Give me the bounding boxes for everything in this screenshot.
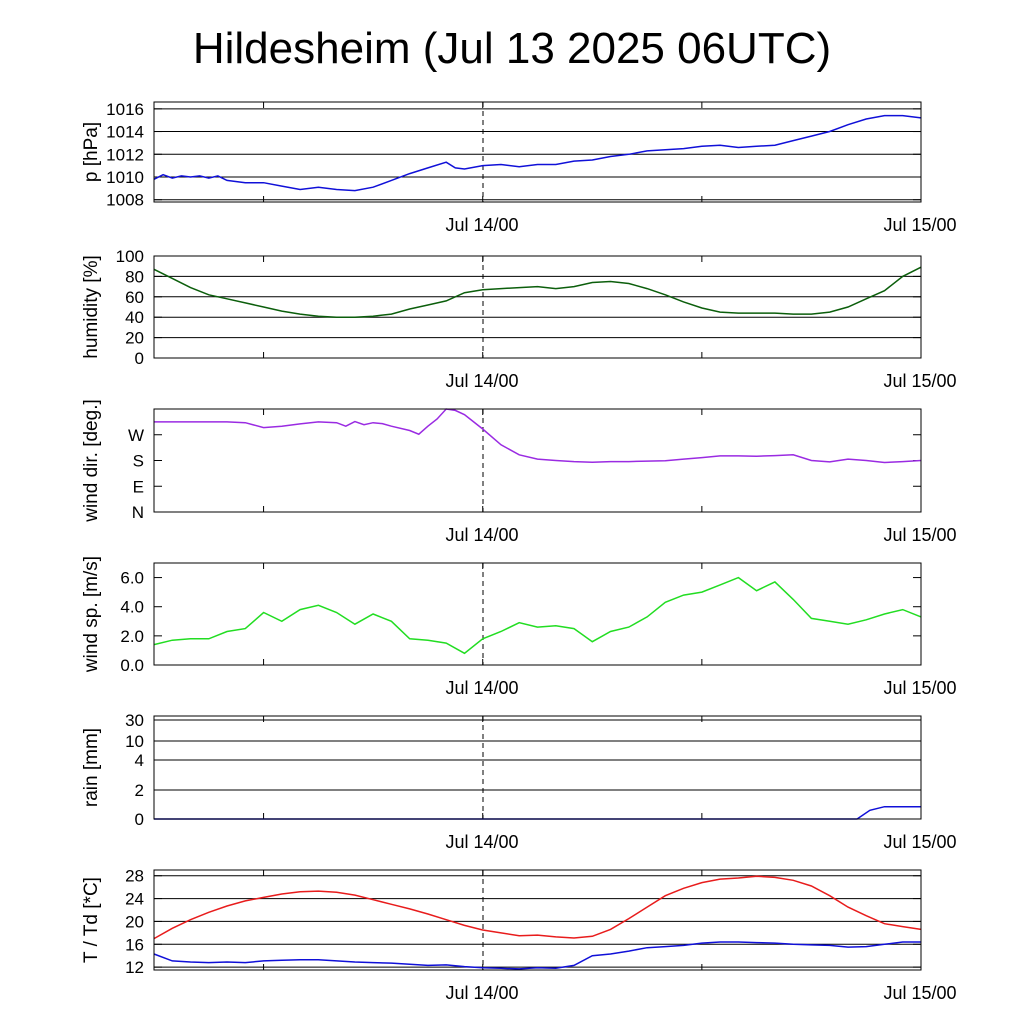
y-axis-label: rain [mm] [81, 728, 102, 807]
y-tick-label: 60 [125, 288, 144, 307]
y-tick-label: W [128, 426, 144, 445]
x-tick-label: Jul 14/00 [445, 983, 518, 1003]
x-tick-label: Jul 14/00 [445, 678, 518, 698]
y-tick-label: 20 [125, 912, 144, 931]
x-tick-label: Jul 15/00 [883, 525, 956, 545]
y-tick-label: 1008 [106, 191, 144, 210]
series-line-pressure [153, 114, 922, 192]
page-title: Hildesheim (Jul 13 2025 06UTC) [192, 24, 832, 73]
x-tick-label: Jul 15/00 [883, 678, 956, 698]
y-tick-label: 1010 [106, 168, 144, 187]
y-tick-label: 40 [125, 308, 144, 327]
y-tick-label: 2 [135, 781, 144, 800]
x-tick-label: Jul 14/00 [445, 525, 518, 545]
series-line-temperature [153, 875, 922, 940]
x-tick-label: Jul 15/00 [883, 215, 956, 235]
plot-frame [153, 101, 922, 203]
y-tick-label: 1014 [106, 123, 144, 142]
y-axis-label: wind sp. [m/s] [81, 556, 102, 673]
y-tick-label: 80 [125, 267, 144, 286]
y-tick-label: E [133, 477, 144, 496]
series-line-dewpoint [153, 941, 921, 970]
panel-4: 0.0 2.0 4.0 6.0 wind sp. [m/s] Jul 14/00 Jul 1… [81, 556, 957, 698]
y-tick-label: 2.0 [120, 627, 144, 646]
x-tick-label: Jul 15/00 [883, 371, 956, 391]
y-tick-label: 16 [125, 935, 144, 954]
y-tick-label: 28 [125, 867, 144, 886]
plot-frame [153, 408, 922, 513]
y-tick-label: 100 [116, 247, 144, 266]
y-tick-label: 1016 [106, 100, 144, 119]
panel-5: 0 2 410 30 rain [mm] Jul 14/00 Jul 15/00 [81, 711, 957, 852]
plot-frame [153, 869, 922, 971]
x-tick-label: Jul 14/00 [445, 215, 518, 235]
x-tick-label: Jul 14/00 [445, 371, 518, 391]
plot-frame [153, 255, 922, 359]
series-line-wind-dir [154, 408, 922, 464]
y-tick-label: 20 [125, 329, 144, 348]
y-tick-label: 12 [125, 958, 144, 977]
y-tick-label: 4 [135, 751, 144, 770]
y-tick-label: N [132, 503, 144, 522]
panel-6: 12 16 20 24 28 T / Td [*C] Jul 14/00 Jul 15/00 [81, 867, 957, 1003]
y-tick-label: 6.0 [120, 569, 144, 588]
x-tick-label: Jul 15/00 [883, 983, 956, 1003]
y-tick-label: 0 [135, 810, 144, 829]
y-tick-label: 10 [125, 732, 144, 751]
x-tick-label: Jul 14/00 [445, 832, 518, 852]
y-axis-label: wind dir. [deg.] [81, 399, 102, 523]
x-tick-label: Jul 15/00 [883, 832, 956, 852]
y-tick-label: 1012 [106, 145, 144, 164]
plot-frame [153, 715, 922, 820]
y-axis-label: T / Td [*C] [81, 877, 102, 963]
y-tick-label: 0.0 [120, 656, 144, 675]
y-axis-label: p [hPa] [81, 122, 102, 182]
series-line-wind-speed [153, 576, 922, 655]
series-line-humidity [153, 266, 922, 318]
y-tick-label: 24 [125, 890, 144, 909]
y-tick-label: 0 [135, 349, 144, 368]
plot-frame [153, 562, 922, 666]
y-tick-label: S [133, 452, 144, 471]
y-tick-label: 4.0 [120, 598, 144, 617]
y-axis-label: humidity [%] [81, 255, 102, 358]
y-tick-label: 30 [125, 711, 144, 730]
series-line-rain [154, 805, 921, 820]
